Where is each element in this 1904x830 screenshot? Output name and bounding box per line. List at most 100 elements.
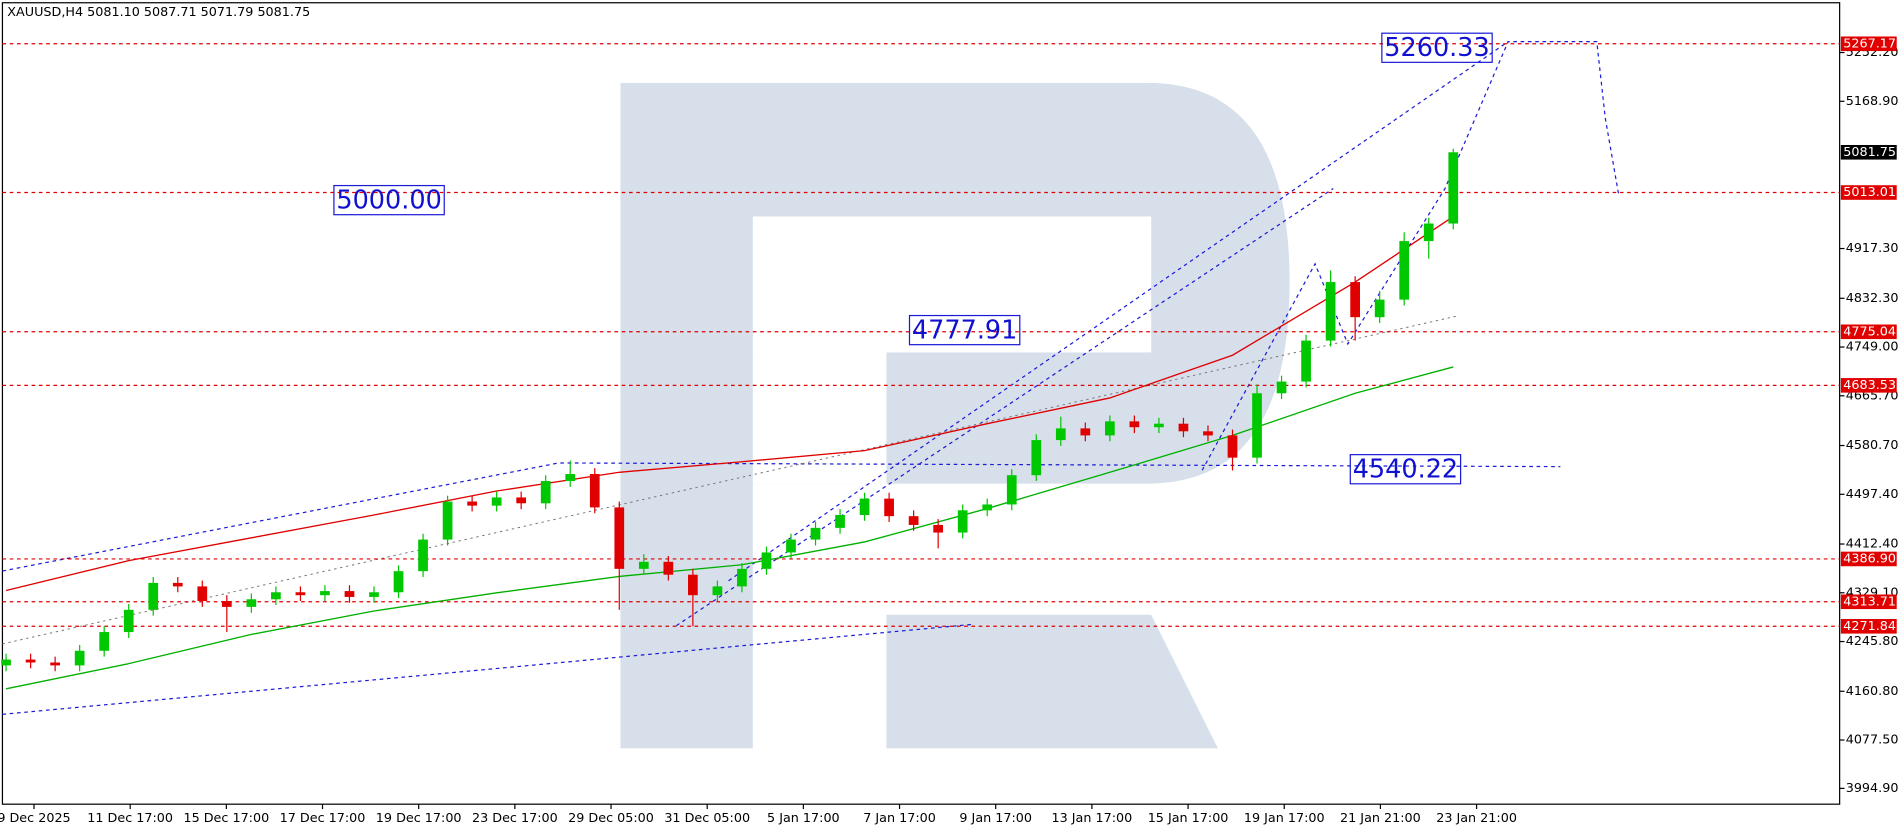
candle-body — [663, 561, 674, 575]
candle-body — [516, 497, 527, 504]
candle-body — [197, 586, 208, 602]
price-label: 5081.75 — [1843, 145, 1896, 160]
candle-body — [565, 474, 576, 482]
y-tick-label: 4077.50 — [1846, 733, 1899, 748]
candle-body — [74, 650, 85, 666]
moving-average — [5, 215, 1454, 592]
candle-body — [25, 659, 36, 663]
candle-body — [1252, 393, 1262, 458]
level-label: 4271.84 — [1843, 619, 1896, 634]
candle-body — [1105, 421, 1115, 436]
y-tick-label: 4412.40 — [1846, 537, 1899, 552]
candle-body — [859, 498, 870, 516]
annotation-box — [1381, 32, 1493, 63]
candle-body — [344, 591, 355, 597]
price-tag — [1840, 144, 1897, 160]
annotation-box — [333, 184, 445, 216]
candle-body — [957, 510, 968, 533]
level-tag — [1840, 36, 1897, 52]
y-tick-label: 4832.30 — [1846, 291, 1899, 306]
candle-body — [712, 586, 723, 596]
annotation-box — [1349, 454, 1462, 485]
y-tick-label: 4245.80 — [1846, 634, 1899, 649]
x-tick-label: 17 Dec 17:00 — [280, 811, 366, 826]
level-label: 4775.04 — [1843, 324, 1896, 339]
annotation-box — [908, 314, 1021, 346]
watermark — [620, 82, 1290, 749]
candle-body — [1374, 299, 1385, 318]
x-tick-label: 19 Jan 17:00 — [1244, 811, 1325, 826]
candle-body — [467, 501, 477, 506]
candle-body — [1301, 340, 1311, 382]
candle-body — [982, 504, 993, 511]
candle-body — [933, 524, 944, 533]
x-tick-label: 15 Jan 17:00 — [1148, 811, 1229, 826]
level-tag — [1840, 324, 1897, 340]
candle-body — [1276, 381, 1287, 394]
candle-body — [786, 539, 796, 553]
x-tick-label: 9 Dec 2025 — [0, 811, 71, 826]
candle-body — [688, 574, 698, 596]
candle-body — [442, 501, 453, 540]
candle-body — [1080, 428, 1091, 436]
candle-body — [1129, 421, 1140, 428]
y-tick-label: 3994.90 — [1846, 781, 1899, 796]
y-tick-label: 4160.80 — [1846, 684, 1899, 699]
candle-body — [1203, 431, 1213, 436]
y-tick-label: 4580.70 — [1846, 438, 1899, 453]
candle-body — [148, 582, 159, 610]
candle-body — [271, 592, 281, 600]
candle-body — [123, 609, 134, 633]
candle-body — [1350, 282, 1360, 318]
candle-body — [1325, 282, 1336, 341]
candle-body — [418, 539, 428, 572]
candle-body — [810, 527, 821, 540]
annotation: 5000.00 — [336, 185, 441, 215]
x-tick-label: 7 Jan 17:00 — [863, 811, 936, 826]
candle-body — [908, 516, 919, 525]
level-label: 4386.90 — [1843, 551, 1896, 566]
x-tick-label: 11 Dec 17:00 — [87, 811, 173, 826]
candle-body — [1055, 428, 1066, 441]
x-tick-label: 19 Dec 17:00 — [376, 811, 462, 826]
y-tick-label: 4749.00 — [1846, 340, 1899, 355]
candle-body — [50, 662, 60, 666]
y-tick-label: 5168.90 — [1846, 94, 1899, 109]
candle-body — [614, 507, 625, 569]
level-tag — [1840, 378, 1897, 393]
candle-body — [1031, 440, 1042, 476]
x-tick-label: 21 Jan 21:00 — [1340, 811, 1421, 826]
x-tick-label: 31 Dec 05:00 — [664, 811, 750, 826]
level-label: 5267.17 — [1843, 36, 1896, 51]
candle-body — [589, 474, 600, 508]
candle-body — [884, 498, 894, 517]
candle-body — [1006, 475, 1017, 505]
y-tick-label: 4917.30 — [1846, 241, 1899, 256]
candle-body — [369, 592, 379, 597]
candle-body — [393, 571, 404, 593]
candle-body — [1227, 435, 1238, 458]
level-tag — [1840, 619, 1897, 634]
level-label: 4313.71 — [1843, 594, 1896, 609]
annotation: 5260.33 — [1384, 33, 1489, 63]
candle-body — [1423, 223, 1434, 242]
candle-body — [1, 659, 11, 666]
candle-body — [737, 568, 747, 587]
candle-body — [295, 592, 306, 596]
candle-body — [99, 632, 110, 651]
candle-body — [320, 591, 330, 596]
x-tick-label: 29 Dec 05:00 — [568, 811, 654, 826]
candle-body — [835, 515, 845, 528]
trend-lines — [2, 40, 1620, 715]
candle-body — [761, 552, 772, 569]
x-tick-label: 5 Jan 17:00 — [767, 811, 840, 826]
x-tick-label: 13 Jan 17:00 — [1052, 811, 1133, 826]
candle-body — [221, 601, 232, 607]
candle-body — [1399, 241, 1410, 300]
level-label: 4683.53 — [1843, 378, 1896, 393]
x-tick-label: 15 Dec 17:00 — [183, 811, 269, 826]
level-tag — [1840, 185, 1897, 200]
candle-body — [1154, 423, 1164, 428]
candle-body — [246, 599, 257, 607]
